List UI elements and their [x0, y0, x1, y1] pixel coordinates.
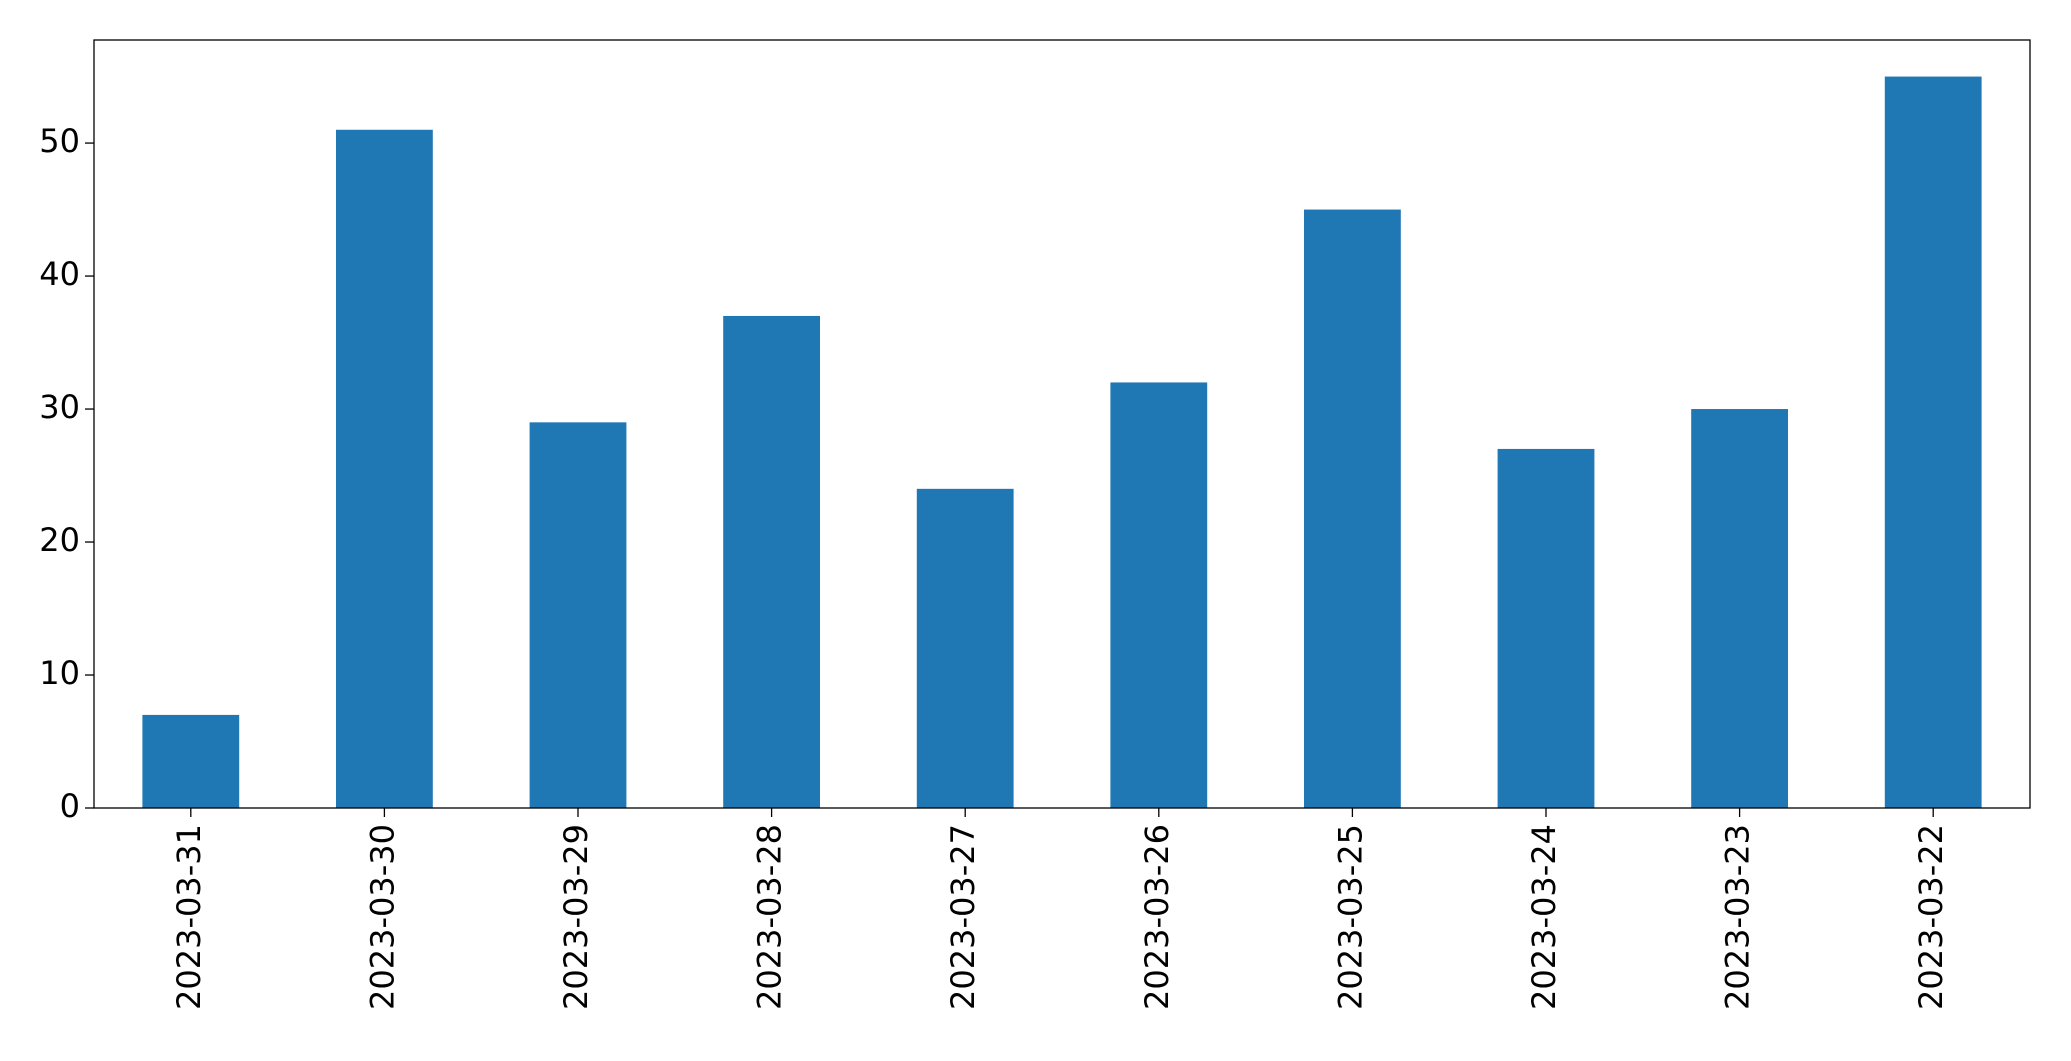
bar [1884, 76, 1982, 809]
x-tick-label: 2023-03-22 [1912, 824, 1950, 1010]
y-tick-label: 50 [39, 122, 80, 160]
y-tick-label: 0 [60, 787, 80, 825]
x-tick-label: 2023-03-26 [1138, 824, 1176, 1010]
x-tick-label: 2023-03-29 [557, 824, 595, 1010]
bar [529, 422, 627, 808]
bar [723, 315, 820, 808]
bar [336, 129, 433, 808]
plot-frame [93, 39, 2031, 809]
x-tick-label: 2023-03-23 [1719, 824, 1757, 1010]
bar [1691, 409, 1788, 808]
y-tick-label: 40 [39, 255, 80, 293]
x-tick-label: 2023-03-28 [751, 824, 789, 1010]
x-tick-label: 2023-03-31 [170, 824, 208, 1010]
bar [1110, 382, 1208, 808]
y-tick-label: 30 [39, 388, 80, 426]
x-tick-label: 2023-03-30 [363, 824, 401, 1010]
x-tick-label: 2023-03-27 [944, 824, 982, 1010]
bar [1304, 209, 1401, 808]
bar [142, 714, 240, 808]
y-tick-label: 20 [39, 521, 80, 559]
y-tick-label: 10 [39, 654, 80, 692]
bar [1497, 448, 1595, 808]
x-tick-label: 2023-03-25 [1331, 824, 1369, 1010]
x-tick-label: 2023-03-24 [1525, 824, 1563, 1010]
bar [916, 488, 1014, 808]
